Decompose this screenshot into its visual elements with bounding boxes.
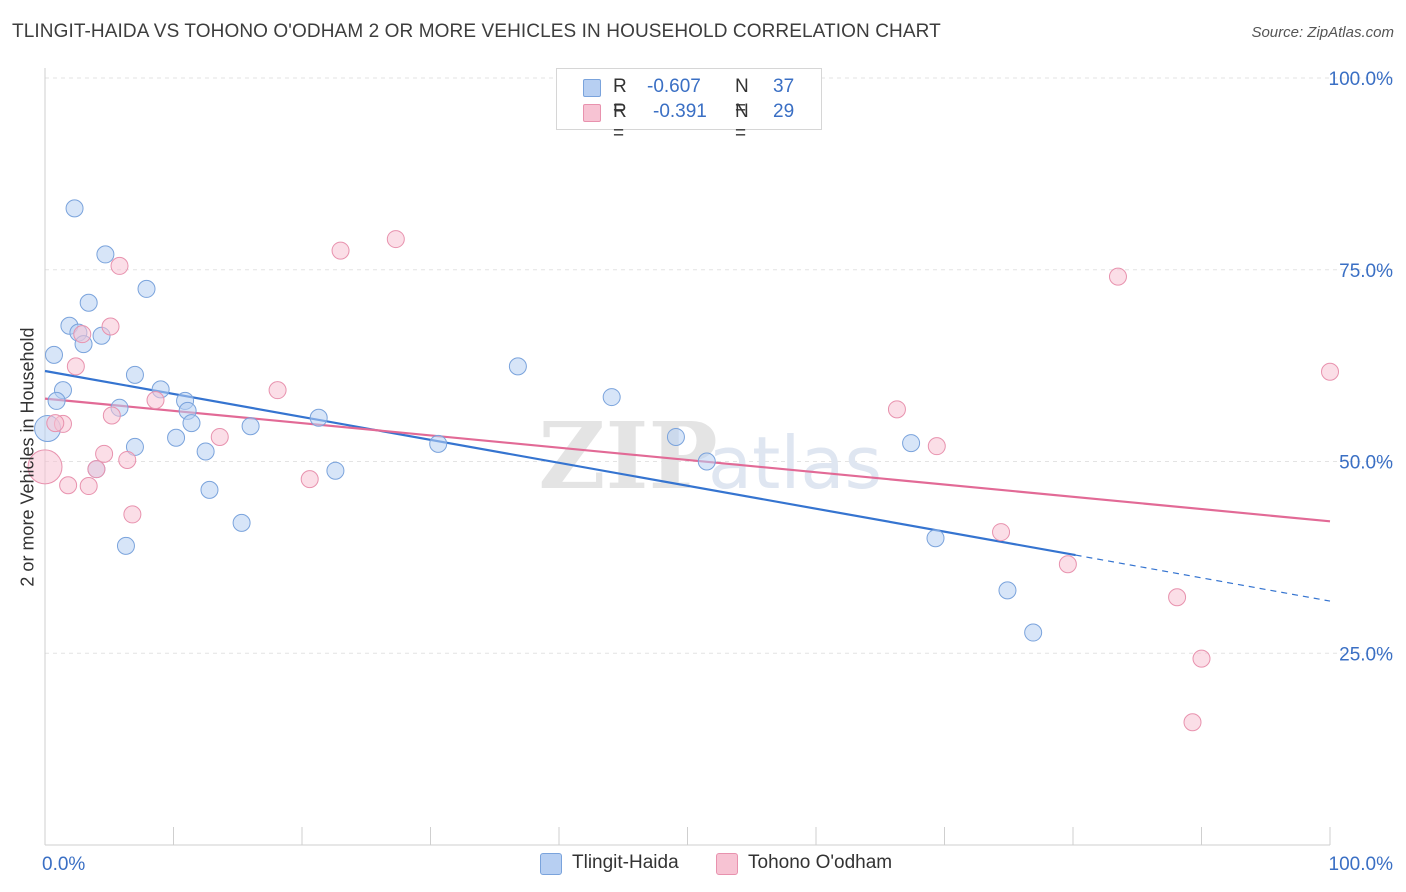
legend-swatch-blue (540, 853, 562, 875)
point-tlingit-haida (326, 461, 345, 480)
point-tohono-oodham (386, 230, 405, 249)
legend-swatch-blue (583, 79, 601, 97)
y-tick-label: 50.0% (1339, 453, 1393, 474)
point-tohono-oodham (102, 406, 121, 425)
trend-lines (44, 369, 1331, 602)
point-tlingit-haida (666, 427, 685, 446)
source-credit: Source: ZipAtlas.com (1251, 24, 1394, 41)
legend-swatch-pink (716, 853, 738, 875)
point-tohono-oodham (146, 391, 165, 410)
point-tlingit-haida (65, 199, 84, 218)
y-tick-label: 25.0% (1339, 644, 1393, 665)
point-tlingit-haida (47, 391, 66, 410)
point-tohono-oodham (59, 476, 78, 495)
point-tlingit-haida (196, 442, 215, 461)
point-tlingit-haida (167, 428, 186, 447)
point-tohono-oodham (1168, 588, 1187, 607)
trend-line-tohono-oodham (44, 397, 1331, 523)
tick-labels: 25.0% 50.0% 75.0% 100.0% 0.0% 100.0% (42, 69, 1393, 875)
point-tlingit-haida (137, 279, 156, 298)
point-tlingit-haida (241, 417, 260, 436)
trend-line-extension (1075, 554, 1331, 602)
point-tohono-oodham (79, 477, 98, 496)
legend-label: Tohono O'odham (748, 852, 893, 873)
x-tick-label: 100.0% (1329, 854, 1394, 875)
point-tohono-oodham (27, 449, 63, 485)
point-tohono-oodham (1192, 649, 1211, 668)
legend-r-value: -0.391 (653, 101, 707, 122)
point-tlingit-haida (902, 434, 921, 453)
point-tlingit-haida (998, 581, 1017, 600)
point-tohono-oodham (331, 241, 350, 260)
point-tohono-oodham (1058, 555, 1077, 574)
watermark-zip: ZIP (538, 402, 717, 510)
trend-line-tlingit-haida (44, 369, 1076, 557)
gridlines (45, 77, 1393, 654)
y-axis-label: 2 or more Vehicles in Household (17, 327, 38, 587)
point-tohono-oodham (118, 450, 137, 469)
data-points (27, 199, 1339, 732)
point-tohono-oodham (1183, 713, 1202, 732)
point-tohono-oodham (210, 427, 229, 446)
point-tohono-oodham (110, 256, 129, 275)
point-tlingit-haida (508, 357, 527, 376)
point-tlingit-haida (232, 513, 251, 532)
point-tohono-oodham (887, 400, 906, 419)
point-tohono-oodham (992, 523, 1011, 542)
legend-n-label: N = (735, 101, 749, 144)
point-tlingit-haida (44, 345, 63, 364)
point-tohono-oodham (268, 381, 287, 400)
point-tlingit-haida (116, 536, 135, 555)
legend-swatch-pink (583, 104, 601, 122)
point-tlingit-haida (96, 245, 115, 264)
point-tohono-oodham (300, 470, 319, 489)
legend-r-value: -0.607 (647, 76, 701, 97)
point-tlingit-haida (926, 529, 945, 548)
legend-r-label: R = (613, 101, 627, 144)
legend-n-value: 29 (773, 101, 795, 122)
point-tlingit-haida (602, 388, 621, 407)
point-tohono-oodham (87, 460, 106, 479)
point-tohono-oodham (1108, 267, 1127, 286)
point-tohono-oodham (66, 357, 85, 376)
point-tohono-oodham (123, 505, 142, 524)
point-tlingit-haida (697, 452, 716, 471)
legend-n-label: N = (735, 76, 749, 119)
legend-label: Tlingit-Haida (572, 852, 679, 873)
point-tlingit-haida (429, 434, 448, 453)
point-tohono-oodham (101, 317, 120, 336)
point-tlingit-haida (125, 365, 144, 384)
y-tick-label: 75.0% (1339, 261, 1393, 282)
watermark: ZIP atlas (538, 402, 882, 510)
legend-n-value: 37 (773, 76, 795, 97)
legend-r-label: R = (613, 76, 627, 119)
point-tlingit-haida (79, 293, 98, 312)
watermark-atlas: atlas (708, 421, 882, 505)
point-tohono-oodham (927, 437, 946, 456)
x-tick-label: 0.0% (42, 854, 85, 875)
point-tlingit-haida (1024, 623, 1043, 642)
stats-legend: R = -0.607 N = 37 R = -0.391 N = 29 (556, 68, 822, 144)
point-tlingit-haida (182, 414, 201, 433)
point-tohono-oodham (95, 444, 114, 463)
point-tlingit-haida (200, 480, 219, 499)
y-tick-label: 100.0% (1329, 69, 1394, 90)
point-tohono-oodham (46, 414, 65, 433)
chart-title: TLINGIT-HAIDA VS TOHONO O'ODHAM 2 OR MOR… (12, 21, 941, 42)
point-tlingit-haida (309, 408, 328, 427)
point-tohono-oodham (1321, 362, 1339, 381)
point-tohono-oodham (73, 325, 92, 344)
